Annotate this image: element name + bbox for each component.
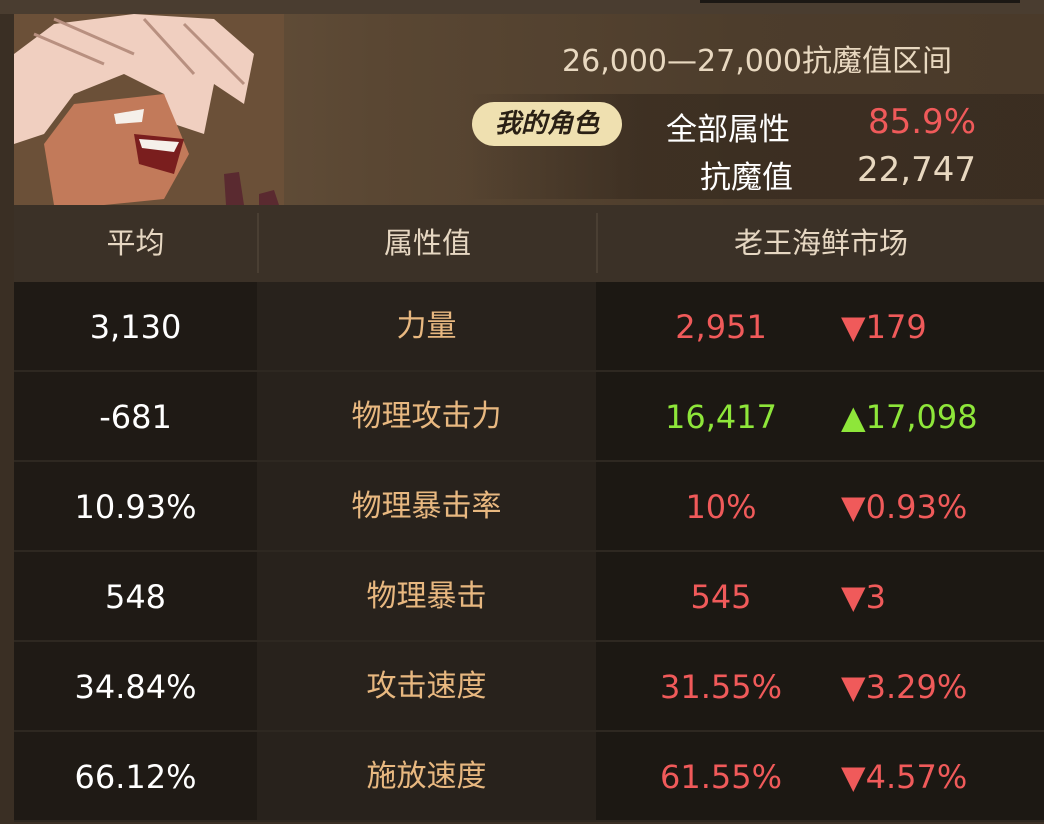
attribute-name: 施放速度 <box>257 732 596 822</box>
player-value: 10% <box>685 488 757 526</box>
all-attributes-value: 85.9% <box>867 102 976 142</box>
average-value: -681 <box>14 372 257 462</box>
difference-value: ▼179 <box>841 308 927 346</box>
difference-value: ▼3 <box>841 578 886 616</box>
column-header-player: 老王海鲜市场 <box>733 226 908 260</box>
attribute-name: 力量 <box>257 282 596 372</box>
player-cell: 31.55% ▼3.29% <box>596 642 1044 732</box>
average-value: 3,130 <box>14 282 257 372</box>
my-character-badge: 我的角色 <box>472 102 622 146</box>
column-header-average: 平均 <box>106 226 165 260</box>
player-value: 16,417 <box>665 398 777 436</box>
attribute-name: 物理攻击力 <box>257 372 596 462</box>
anti-magic-label: 抗魔值 <box>700 160 793 196</box>
difference-value: ▼0.93% <box>841 488 968 526</box>
hero-banner: 26,000—27,000抗魔值区间 我的角色 全部属性 85.9% 抗魔值 2… <box>14 14 1044 205</box>
column-header-attribute: 属性值 <box>383 226 471 260</box>
average-value: 66.12% <box>14 732 257 822</box>
player-cell: 2,951 ▼179 <box>596 282 1044 372</box>
average-value: 548 <box>14 552 257 642</box>
column-headers: 平均 属性值 老王海鲜市场 <box>14 205 1044 282</box>
player-value: 61.55% <box>659 758 782 796</box>
table-row: 548 物理暴击 545 ▼3 <box>14 552 1044 642</box>
player-value: 2,951 <box>675 308 767 346</box>
player-cell: 545 ▼3 <box>596 552 1044 642</box>
player-value: 545 <box>690 578 752 616</box>
anti-magic-value: 22,747 <box>857 150 976 190</box>
difference-value: ▼3.29% <box>841 668 968 706</box>
attribute-name: 物理暴击 <box>257 552 596 642</box>
table-row: -681 物理攻击力 16,417 ▲17,098 <box>14 372 1044 462</box>
table-row: 3,130 力量 2,951 ▼179 <box>14 282 1044 372</box>
attribute-name: 物理暴击率 <box>257 462 596 552</box>
player-cell: 16,417 ▲17,098 <box>596 372 1044 462</box>
player-cell: 10% ▼0.93% <box>596 462 1044 552</box>
difference-value: ▼4.57% <box>841 758 968 796</box>
top-tab-edge <box>700 0 1020 3</box>
difference-value: ▲17,098 <box>841 398 978 436</box>
table-row: 66.12% 施放速度 61.55% ▼4.57% <box>14 732 1044 822</box>
anti-magic-range-title: 26,000—27,000抗魔值区间 <box>562 44 952 79</box>
average-value: 10.93% <box>14 462 257 552</box>
character-portrait <box>14 14 284 205</box>
table-row: 10.93% 物理暴击率 10% ▼0.93% <box>14 462 1044 552</box>
attribute-name: 攻击速度 <box>257 642 596 732</box>
player-value: 31.55% <box>659 668 782 706</box>
comparison-panel: 26,000—27,000抗魔值区间 我的角色 全部属性 85.9% 抗魔值 2… <box>14 14 1044 824</box>
top-bar <box>0 0 1044 14</box>
table-row: 34.84% 攻击速度 31.55% ▼3.29% <box>14 642 1044 732</box>
stats-table: 3,130 力量 2,951 ▼179 -681 物理攻击力 16,417 ▲17,098 10… <box>14 282 1044 822</box>
column-divider <box>596 213 598 273</box>
average-value: 34.84% <box>14 642 257 732</box>
column-divider <box>257 213 259 273</box>
player-cell: 61.55% ▼4.57% <box>596 732 1044 822</box>
all-attributes-label: 全部属性 <box>666 112 790 148</box>
